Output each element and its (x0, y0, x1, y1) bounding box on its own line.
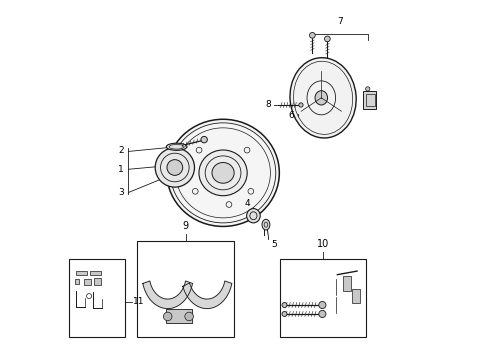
Bar (75, 279, 79, 284)
Text: 4: 4 (244, 199, 249, 208)
Text: 10: 10 (316, 239, 328, 249)
Text: 2: 2 (118, 146, 124, 155)
Bar (84, 279, 91, 285)
Bar (137, 241, 233, 337)
Circle shape (282, 302, 286, 307)
Circle shape (298, 103, 303, 107)
Ellipse shape (246, 208, 260, 223)
Ellipse shape (262, 219, 269, 230)
Circle shape (309, 32, 315, 38)
Circle shape (166, 159, 183, 175)
Text: 3: 3 (118, 188, 124, 197)
Bar (90, 271, 101, 275)
Ellipse shape (166, 143, 186, 150)
Bar (280, 258, 365, 337)
Text: 7: 7 (337, 17, 342, 26)
Circle shape (318, 301, 325, 309)
Bar (351, 289, 359, 303)
Text: 1: 1 (118, 165, 124, 174)
Bar (365, 94, 374, 106)
Bar (69, 258, 124, 337)
Text: 11: 11 (132, 297, 144, 306)
Ellipse shape (212, 162, 234, 183)
Text: 8: 8 (264, 100, 270, 109)
Bar (94, 278, 101, 285)
Circle shape (163, 312, 172, 321)
Polygon shape (183, 281, 231, 309)
Text: 5: 5 (271, 240, 277, 249)
Circle shape (365, 87, 369, 91)
Bar (165, 309, 191, 323)
Bar (76, 271, 86, 275)
Circle shape (184, 312, 193, 321)
Ellipse shape (314, 91, 327, 105)
Circle shape (201, 136, 207, 143)
Circle shape (282, 311, 286, 316)
Polygon shape (142, 281, 192, 309)
Ellipse shape (199, 150, 246, 196)
Ellipse shape (166, 119, 279, 226)
Bar (342, 276, 350, 291)
Ellipse shape (289, 58, 355, 138)
Text: 9: 9 (182, 221, 188, 231)
Bar (362, 91, 376, 109)
Text: 6: 6 (288, 111, 294, 120)
Circle shape (155, 148, 194, 187)
Circle shape (318, 310, 325, 318)
Circle shape (324, 36, 329, 42)
